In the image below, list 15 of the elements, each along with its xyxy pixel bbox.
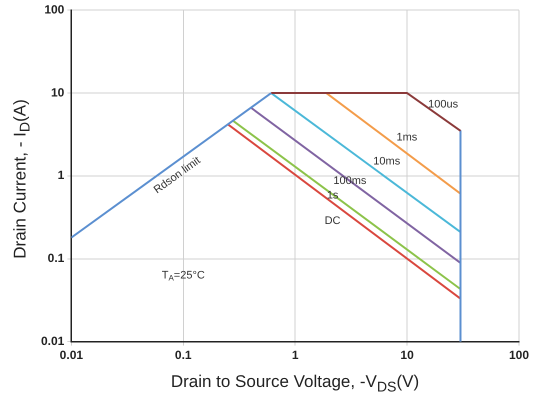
x-tick-label: 100 — [508, 348, 530, 362]
x-tick-label: 0.01 — [60, 348, 84, 362]
y-tick-label: 100 — [44, 2, 65, 17]
series-label: 100us — [428, 98, 459, 110]
y-tick-label: 10 — [50, 85, 65, 100]
x-tick-label: 1 — [292, 348, 299, 362]
series-label: DC — [324, 214, 341, 227]
series-label: 1ms — [396, 131, 418, 144]
x-axis-title: Drain to Source Voltage, -V$_{DS}$(V) — [170, 372, 420, 396]
y-tick-label: 1 — [58, 168, 65, 182]
x-tick-label: 0.1 — [174, 348, 192, 362]
y-tick-label: 0.01 — [40, 334, 65, 348]
x-tick-label: 10 — [400, 348, 414, 362]
y-tick-label: 0.1 — [48, 251, 65, 266]
series-label: 10ms — [373, 155, 401, 168]
